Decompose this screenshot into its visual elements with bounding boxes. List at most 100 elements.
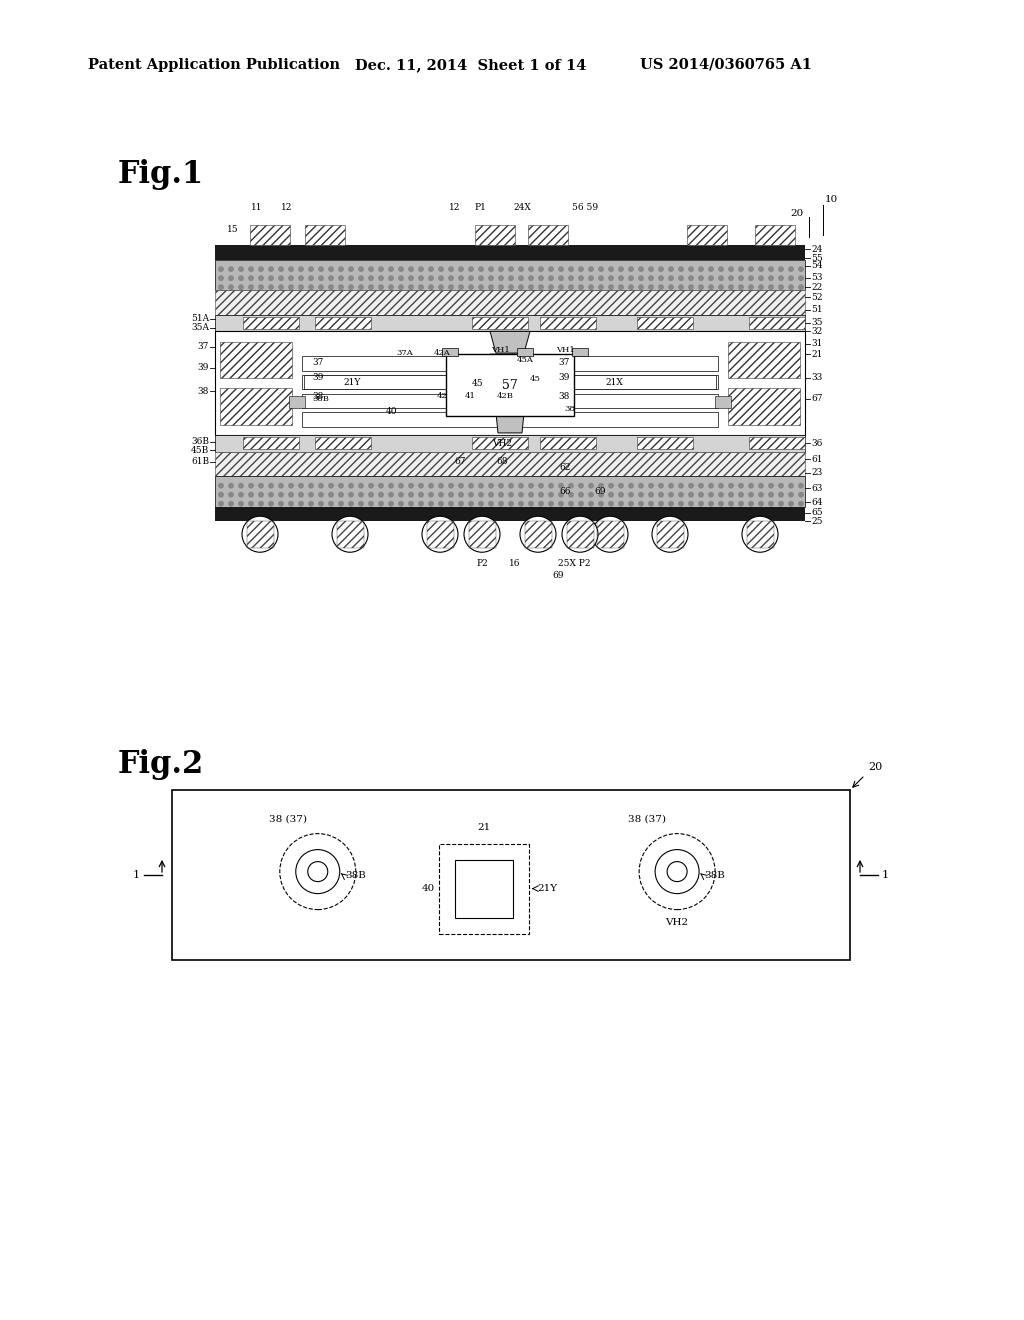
Bar (250, 224, 290, 246)
Circle shape (309, 483, 313, 488)
Text: P1: P1 (474, 202, 486, 211)
Circle shape (759, 502, 763, 506)
Bar (305, 224, 345, 246)
Circle shape (679, 276, 683, 280)
Text: 38: 38 (559, 392, 570, 401)
Circle shape (639, 483, 643, 488)
Circle shape (639, 267, 643, 272)
Circle shape (289, 285, 293, 289)
Circle shape (629, 285, 633, 289)
Circle shape (738, 492, 743, 496)
Circle shape (358, 285, 364, 289)
Bar (302, 412, 718, 426)
Bar (337, 520, 364, 548)
Circle shape (339, 267, 343, 272)
Circle shape (669, 285, 673, 289)
Circle shape (698, 483, 703, 488)
Text: 38B: 38B (345, 871, 366, 880)
Circle shape (689, 502, 693, 506)
Circle shape (449, 267, 454, 272)
Circle shape (488, 267, 494, 272)
Circle shape (499, 492, 503, 496)
Circle shape (599, 483, 603, 488)
Circle shape (259, 502, 263, 506)
Circle shape (549, 502, 553, 506)
Circle shape (520, 516, 556, 552)
Circle shape (568, 285, 573, 289)
Circle shape (539, 267, 543, 272)
Circle shape (349, 492, 353, 496)
Circle shape (499, 285, 503, 289)
Text: 24X: 24X (513, 202, 530, 211)
Circle shape (719, 502, 723, 506)
Circle shape (239, 492, 244, 496)
Circle shape (499, 483, 503, 488)
Circle shape (268, 492, 273, 496)
Bar (746, 520, 773, 548)
Bar (540, 317, 596, 329)
Bar (755, 224, 795, 246)
Circle shape (667, 862, 687, 882)
Circle shape (309, 267, 313, 272)
Circle shape (419, 492, 423, 496)
Circle shape (738, 276, 743, 280)
Circle shape (539, 492, 543, 496)
Circle shape (296, 850, 340, 894)
Circle shape (779, 483, 783, 488)
Text: 31: 31 (811, 339, 822, 348)
Circle shape (568, 502, 573, 506)
Circle shape (279, 502, 284, 506)
Circle shape (788, 492, 794, 496)
Bar (728, 342, 800, 378)
Circle shape (369, 502, 373, 506)
Circle shape (389, 285, 393, 289)
Circle shape (318, 276, 324, 280)
Bar (215, 246, 805, 260)
Circle shape (409, 276, 414, 280)
Circle shape (528, 492, 534, 496)
Text: 52: 52 (811, 293, 822, 302)
Bar (656, 520, 683, 548)
Bar (637, 437, 693, 449)
Text: 51: 51 (811, 305, 822, 314)
Circle shape (658, 492, 664, 496)
Text: 56 59: 56 59 (572, 202, 598, 211)
Text: 23: 23 (811, 469, 822, 477)
Text: 38: 38 (198, 387, 209, 396)
Circle shape (709, 492, 713, 496)
Circle shape (599, 285, 603, 289)
Circle shape (439, 492, 443, 496)
Circle shape (329, 502, 333, 506)
Circle shape (369, 276, 373, 280)
Circle shape (419, 502, 423, 506)
Bar (524, 520, 552, 548)
Circle shape (658, 285, 664, 289)
Circle shape (318, 492, 324, 496)
Bar (455, 859, 513, 917)
Text: 20: 20 (868, 762, 883, 772)
Circle shape (419, 267, 423, 272)
Circle shape (549, 492, 553, 496)
Circle shape (759, 285, 763, 289)
Bar (566, 520, 594, 548)
Circle shape (698, 267, 703, 272)
Circle shape (459, 285, 463, 289)
Bar (215, 451, 805, 477)
Circle shape (469, 492, 473, 496)
Circle shape (788, 276, 794, 280)
Text: VH1: VH1 (490, 346, 509, 354)
Circle shape (268, 483, 273, 488)
Circle shape (679, 285, 683, 289)
Circle shape (799, 276, 803, 280)
Text: 65: 65 (811, 508, 822, 517)
Circle shape (329, 276, 333, 280)
Text: 37A: 37A (396, 348, 414, 358)
Bar (728, 388, 800, 425)
Circle shape (239, 502, 244, 506)
Circle shape (228, 483, 233, 488)
Circle shape (488, 492, 494, 496)
Circle shape (459, 483, 463, 488)
Circle shape (429, 267, 433, 272)
Text: VH2: VH2 (492, 440, 512, 447)
Text: 68: 68 (497, 457, 508, 466)
